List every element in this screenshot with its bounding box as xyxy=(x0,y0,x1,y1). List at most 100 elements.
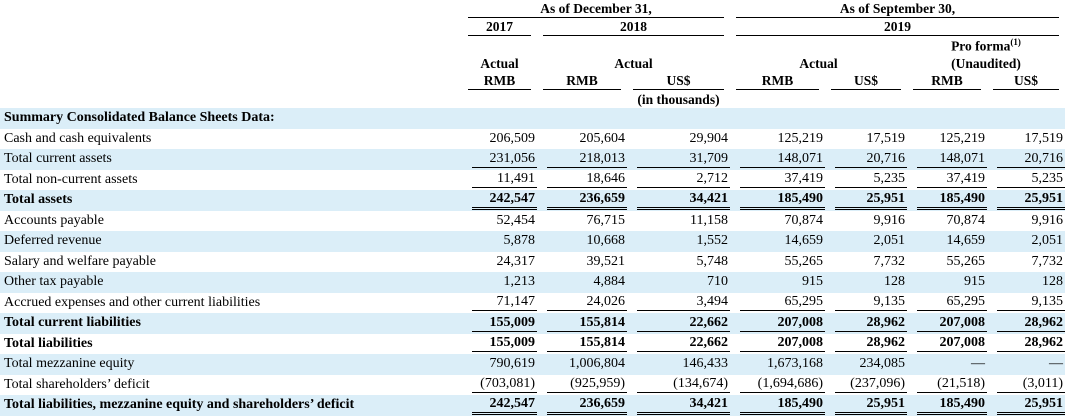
cell-value: 29,904 xyxy=(689,130,729,146)
currency-cell: RMB xyxy=(730,72,825,90)
value-cell: 28,962 xyxy=(987,334,1065,355)
value-cell: 915 xyxy=(730,272,825,293)
cell-value: 7,732 xyxy=(873,253,906,269)
pro-forma-label: Pro forma xyxy=(951,38,1011,53)
value-cell: 9,916 xyxy=(987,211,1065,232)
cell-value: 207,008 xyxy=(740,335,825,353)
cell-value: 218,013 xyxy=(547,151,627,168)
cell-value: 34,421 xyxy=(637,396,730,415)
value-cell: 242,547 xyxy=(462,190,537,211)
period-header: As of December 31, xyxy=(468,1,724,18)
value-cell: 710 xyxy=(627,272,730,293)
value-cell: 236,659 xyxy=(537,395,627,416)
currency-header: RMB xyxy=(543,73,621,90)
value-cell: (237,096) xyxy=(825,375,907,396)
value-cell: 65,295 xyxy=(730,293,825,314)
cell-value: 28,962 xyxy=(997,315,1065,332)
table-row: Accounts payable 52,454 76,715 11,158 70,874… xyxy=(0,211,1065,232)
cell-value: 9,916 xyxy=(1031,212,1064,228)
row-label: Accrued expenses and other current liabi… xyxy=(4,294,261,310)
value-cell: 207,008 xyxy=(730,313,825,334)
value-cell: 25,951 xyxy=(987,190,1065,211)
value-cell: 5,878 xyxy=(462,231,537,252)
currency-header: RMB xyxy=(736,73,819,90)
value-cell: 2,712 xyxy=(627,170,730,191)
value-cell: 22,662 xyxy=(627,313,730,334)
cell-value: 915 xyxy=(802,274,823,290)
value-cell: 185,490 xyxy=(730,190,825,211)
cell-value: 20,716 xyxy=(997,151,1065,168)
table-row: Cash and cash equivalents 206,509 205,604 2… xyxy=(0,129,1065,150)
value-cell: 3,494 xyxy=(627,293,730,314)
cell-value: 11,158 xyxy=(690,212,728,228)
cell-value: 125,219 xyxy=(939,130,986,146)
table-row: Salary and welfare payable 24,317 39,521 5,… xyxy=(0,252,1065,273)
cell-value: 1,673,168 xyxy=(767,356,823,372)
table-row: Deferred revenue 5,878 10,668 1,552 14,659 2,… xyxy=(0,231,1065,252)
value-cell: 20,716 xyxy=(825,149,907,170)
table-row: Total liabilities 155,009 155,814 22,662 207… xyxy=(0,334,1065,355)
value-cell: 25,951 xyxy=(825,190,907,211)
value-cell: 52,454 xyxy=(462,211,537,232)
value-cell: 205,604 xyxy=(537,129,627,150)
cell-value: 9,916 xyxy=(873,212,906,228)
period-header: As of September 30, xyxy=(736,1,1059,18)
value-cell: 31,709 xyxy=(627,149,730,170)
cell-value: 65,295 xyxy=(917,294,987,312)
cell-value: 146,433 xyxy=(682,356,729,372)
cell-value: 155,814 xyxy=(547,335,627,353)
table-body: Summary Consolidated Balance Sheets Data… xyxy=(0,108,1065,416)
row-label: Other tax payable xyxy=(0,272,462,293)
cell-value: 22,662 xyxy=(637,315,730,332)
row-label: Total mezzanine equity xyxy=(0,354,462,375)
value-cell: 37,419 xyxy=(907,170,987,191)
value-cell: 1,673,168 xyxy=(730,354,825,375)
value-cell: 185,490 xyxy=(907,190,987,211)
value-cell: 128 xyxy=(825,272,907,293)
cell-value: 11,491 xyxy=(472,171,537,189)
cell-value: 242,547 xyxy=(472,191,537,210)
cell-value: 1,006,804 xyxy=(569,356,625,372)
value-cell: 236,659 xyxy=(537,190,627,211)
value-cell: (134,674) xyxy=(627,375,730,396)
cell-value: 25,951 xyxy=(997,191,1065,210)
value-cell: 7,732 xyxy=(987,252,1065,273)
value-cell: (21,518) xyxy=(907,375,987,396)
table-row: Other tax payable 1,213 4,884 710 915 128 915 1… xyxy=(0,272,1065,293)
currency-header: US$ xyxy=(633,73,724,90)
cell-value: — xyxy=(1049,356,1063,372)
cell-value: 4,884 xyxy=(593,274,626,290)
cell-value: 790,619 xyxy=(489,356,536,372)
cell-value: (703,081) xyxy=(472,376,537,394)
value-cell: 1,006,804 xyxy=(537,354,627,375)
value-cell: 70,874 xyxy=(730,211,825,232)
cell-value: 185,490 xyxy=(917,396,987,415)
value-cell: 790,619 xyxy=(462,354,537,375)
value-cell: 24,026 xyxy=(537,293,627,314)
cell-value: 236,659 xyxy=(547,396,627,415)
value-cell: 207,008 xyxy=(907,313,987,334)
cell-value: 185,490 xyxy=(740,191,825,210)
cell-value: 55,265 xyxy=(784,253,824,269)
cell-value: 128 xyxy=(884,274,905,290)
cell-value: 22,662 xyxy=(637,335,730,353)
value-cell: 14,659 xyxy=(907,231,987,252)
value-cell: 9,916 xyxy=(825,211,907,232)
table-row: Total mezzanine equity 790,619 1,006,804 14… xyxy=(0,354,1065,375)
value-cell: 11,491 xyxy=(462,170,537,191)
value-cell: 1,552 xyxy=(627,231,730,252)
cell-value: (1,694,686) xyxy=(740,376,825,394)
cell-value: 28,962 xyxy=(997,335,1065,353)
value-cell: 206,509 xyxy=(462,129,537,150)
value-cell: 155,009 xyxy=(462,334,537,355)
year-header: 2018 xyxy=(543,19,724,36)
cell-value: 2,712 xyxy=(637,171,730,189)
value-cell: 155,009 xyxy=(462,313,537,334)
value-cell: (703,081) xyxy=(462,375,537,396)
cell-value: 31,709 xyxy=(637,151,730,168)
cell-value: 9,135 xyxy=(997,294,1065,312)
pro-forma-header: Pro forma(1) xyxy=(913,37,1059,55)
cell-value: 155,009 xyxy=(472,335,537,353)
cell-value: (237,096) xyxy=(835,376,907,394)
